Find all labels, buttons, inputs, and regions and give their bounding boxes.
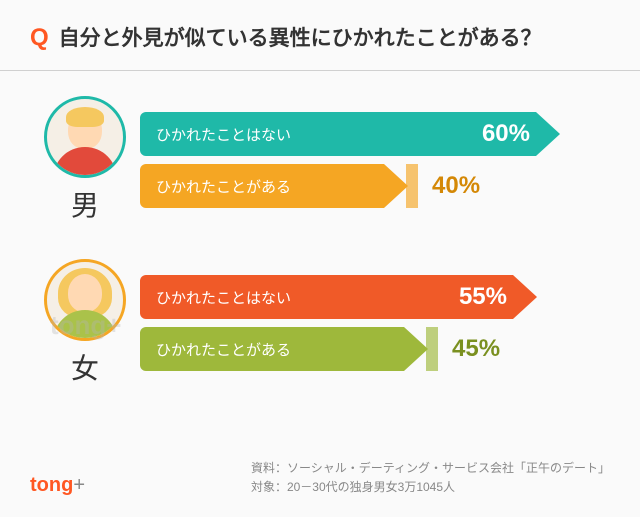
bar: ひかれたことがある <box>140 164 408 208</box>
gender-label: 女 <box>30 347 140 387</box>
header: Q 自分と外見が似ている異性にひかれたことがある？ <box>0 0 640 71</box>
bar-label: ひかれたことはない <box>140 112 536 156</box>
bar-stub <box>426 327 438 371</box>
credit-sample: 対象：20－30代の独身男女3万1045人 <box>251 478 610 497</box>
bar-arrow-icon <box>536 112 560 156</box>
avatar-column: 男 <box>30 96 140 224</box>
bar-stub <box>406 164 418 208</box>
bar-label: ひかれたことはない <box>140 275 513 319</box>
credits: 資料：ソーシャル・デーティング・サービス会社「正午のデート」 対象：20－30代… <box>251 459 610 497</box>
q-symbol: Q <box>30 24 49 51</box>
bars-column: ひかれたことはない60% ひかれたことがある 40% <box>140 104 610 216</box>
bar-row: ひかれたことがある 40% <box>140 164 610 208</box>
bar-arrow-icon <box>513 275 537 319</box>
avatar-icon <box>44 96 126 178</box>
gender-section: 男ひかれたことはない60% ひかれたことがある 40% <box>0 71 640 234</box>
bar-percent: 40% <box>432 172 480 200</box>
bar: ひかれたことはない55% <box>140 275 537 319</box>
bar-arrow-icon <box>404 327 428 371</box>
bar-arrow-icon <box>384 164 408 208</box>
gender-label: 男 <box>30 184 140 224</box>
logo-text: tong <box>30 474 73 496</box>
bar: ひかれたことがある <box>140 327 428 371</box>
bar-row: ひかれたことはない60% <box>140 112 610 156</box>
bars-column: ひかれたことはない55% ひかれたことがある 45% <box>140 267 610 379</box>
bar-label: ひかれたことがある <box>140 164 384 208</box>
gender-section: 女ひかれたことはない55% ひかれたことがある 45% <box>0 234 640 397</box>
credit-source: 資料：ソーシャル・デーティング・サービス会社「正午のデート」 <box>251 459 610 478</box>
avatar-icon <box>44 259 126 341</box>
bar: ひかれたことはない60% <box>140 112 560 156</box>
bar-row: ひかれたことがある 45% <box>140 327 610 371</box>
footer: tong+ 資料：ソーシャル・デーティング・サービス会社「正午のデート」 対象：… <box>30 459 610 497</box>
bar-row: ひかれたことはない55% <box>140 275 610 319</box>
logo: tong+ <box>30 474 85 497</box>
bar-percent: 55% <box>459 283 507 311</box>
avatar-column: 女 <box>30 259 140 387</box>
bar-percent: 60% <box>482 120 530 148</box>
question-text: 自分と外見が似ている異性にひかれたことがある？ <box>59 27 542 50</box>
logo-plus: + <box>73 474 85 496</box>
bar-label: ひかれたことがある <box>140 327 404 371</box>
bar-percent: 45% <box>452 335 500 363</box>
